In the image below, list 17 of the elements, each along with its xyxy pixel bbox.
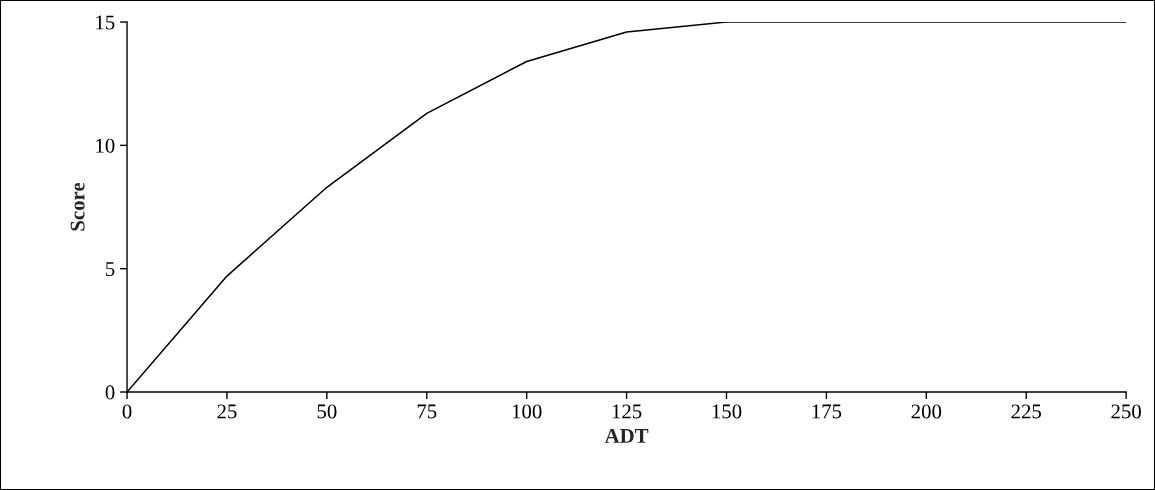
x-tick-label: 150: [712, 404, 742, 419]
x-tick-label: 25: [217, 404, 237, 419]
x-tick-label: 75: [417, 404, 437, 419]
x-tick-label: 225: [1011, 404, 1042, 419]
x-tick-label: 200: [911, 404, 942, 419]
x-tick-label: 250: [1111, 404, 1141, 419]
y-tick-label: 15: [96, 15, 115, 30]
y-tick-label: 0: [105, 385, 115, 400]
x-tick-label: 50: [317, 404, 337, 419]
y-tick-label: 5: [106, 262, 115, 277]
x-tick-label: 100: [512, 404, 542, 419]
x-tick-label: 0: [122, 404, 132, 419]
x-tick-label: 125: [612, 404, 642, 419]
y-tick-label: 10: [96, 138, 115, 153]
y-axis-title: Score: [70, 182, 85, 231]
x-axis-title: ADT: [604, 428, 649, 443]
x-tick-label: 175: [812, 404, 842, 419]
